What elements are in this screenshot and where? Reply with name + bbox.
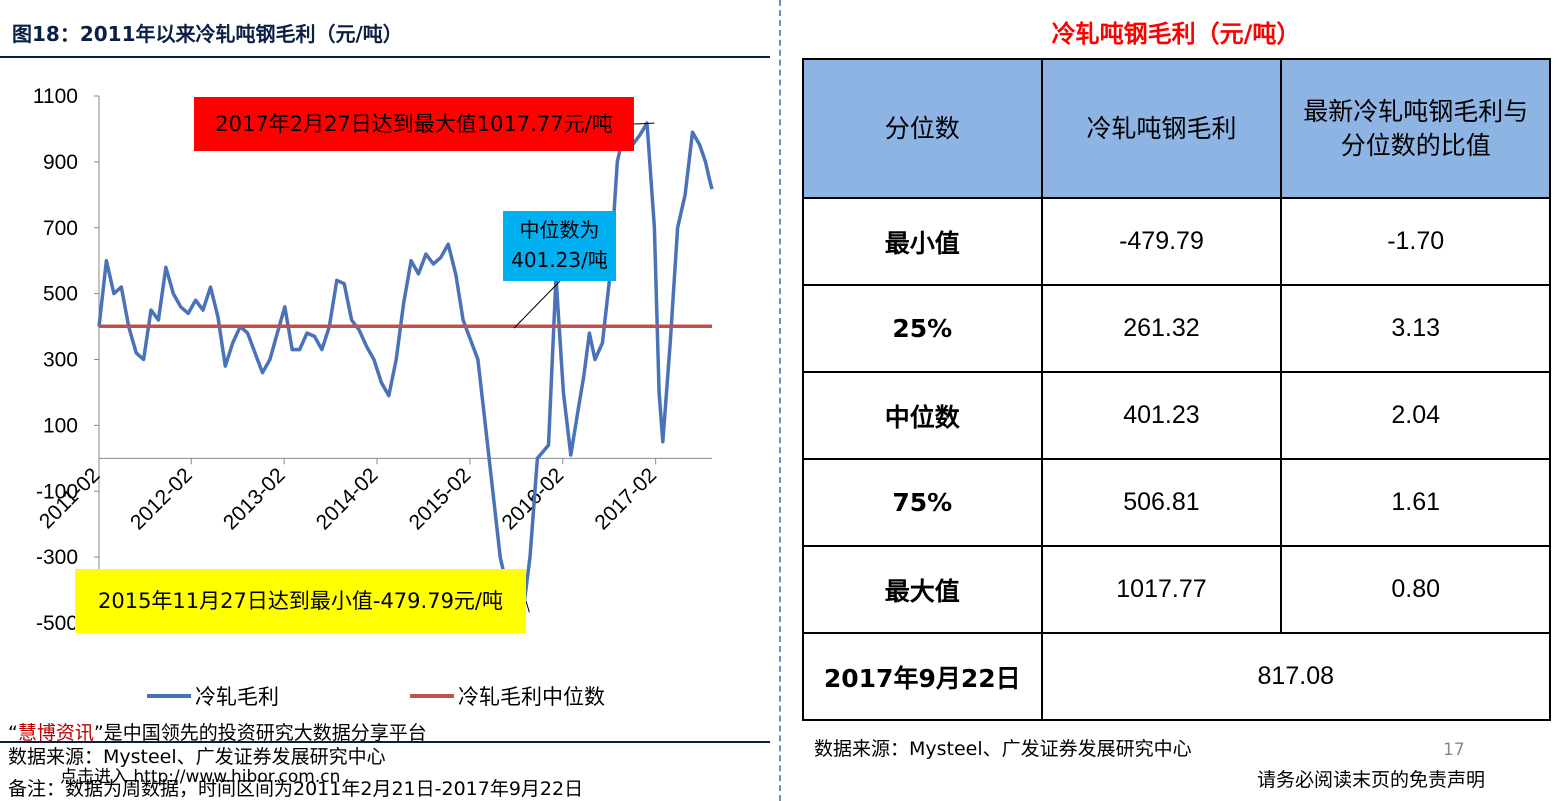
row-ratio: 3.13 xyxy=(1280,284,1551,373)
row-value: 1017.77 xyxy=(1040,545,1283,634)
max-callout: 2017年2月27日达到最大值1017.77元/吨 xyxy=(194,97,634,151)
table-source-note: 数据来源：Mysteel、广发证券发展研究中心 xyxy=(814,738,1192,760)
y-tick-label: -500 xyxy=(36,612,78,635)
promo-open-quote: “ xyxy=(8,722,18,744)
watermark-link[interactable]: 点击进入 http://www.hibor.com.cn xyxy=(60,767,341,787)
x-tick-label: 2017-02 xyxy=(590,464,661,535)
table-row: 75% 506.81 1.61 xyxy=(802,458,1551,547)
table-last-row: 2017年9月22日 817.08 xyxy=(802,632,1552,721)
row-value: 261.32 xyxy=(1040,284,1283,373)
legend-item-series1: 冷轧毛利 xyxy=(147,681,279,711)
header-margin: 冷轧吨钢毛利 xyxy=(1040,58,1283,199)
y-tick-label: 300 xyxy=(43,349,78,372)
y-tick-label: -100 xyxy=(36,480,78,503)
row-label: 最小值 xyxy=(802,197,1043,286)
min-callout: 2015年11月27日达到最小值-479.79元/吨 xyxy=(75,569,526,633)
table-header-row: 分位数 冷轧吨钢毛利 最新冷轧吨钢毛利与分位数的比值 xyxy=(802,58,1551,199)
table-row: 最小值 -479.79 -1.70 xyxy=(802,197,1551,286)
header-quantile: 分位数 xyxy=(802,58,1043,199)
row-ratio: 1.61 xyxy=(1280,458,1551,547)
table-row: 25% 261.32 3.13 xyxy=(802,284,1551,373)
last-row-value: 817.08 xyxy=(1040,632,1552,721)
y-tick-label: 1100 xyxy=(33,85,78,108)
page-divider xyxy=(779,0,781,801)
median-callout: 中位数为401.23/吨 xyxy=(503,211,616,281)
page-number: 17 xyxy=(1443,740,1465,760)
y-tick-label: 100 xyxy=(43,414,78,437)
legend-swatch-series1 xyxy=(147,694,191,698)
table-row: 最大值 1017.77 0.80 xyxy=(802,545,1551,634)
disclaimer-link[interactable]: 请务必阅读末页的免责声明 xyxy=(1257,769,1486,791)
row-value: 506.81 xyxy=(1040,458,1283,547)
row-value: -479.79 xyxy=(1040,197,1283,286)
row-label: 中位数 xyxy=(802,371,1043,460)
row-value: 401.23 xyxy=(1040,371,1283,460)
row-ratio: 0.80 xyxy=(1280,545,1551,634)
series-line-cold-rolled-margin xyxy=(97,121,714,619)
x-tick-label: 2014-02 xyxy=(312,464,383,535)
table-row: 中位数 401.23 2.04 xyxy=(802,371,1551,460)
callout-leaders xyxy=(513,122,655,613)
chart-plot xyxy=(97,121,714,619)
row-label: 75% xyxy=(802,458,1043,547)
x-tick-label: 2013-02 xyxy=(219,464,290,535)
median-leader-line xyxy=(513,280,561,329)
last-row-date: 2017年9月22日 xyxy=(802,632,1043,721)
figure-title: 图18：2011年以来冷轧吨钢毛利（元/吨） xyxy=(12,22,403,46)
bottom-rule xyxy=(0,741,770,743)
header-ratio: 最新冷轧吨钢毛利与分位数的比值 xyxy=(1280,58,1551,199)
title-rule xyxy=(0,56,770,58)
remark-note: 备注：数据为周数据，时间区间为2011年2月21日-2017年9月22日 xyxy=(8,778,584,800)
row-ratio: -1.70 xyxy=(1280,197,1551,286)
promo-text: ”是中国领先的投资研究大数据分享平台 xyxy=(93,722,427,744)
y-tick-label: 900 xyxy=(43,151,78,174)
y-tick-label: 700 xyxy=(43,217,78,240)
row-label: 最大值 xyxy=(802,545,1043,634)
max-leader-line xyxy=(633,122,655,125)
x-tick-label: 2012-02 xyxy=(126,464,197,535)
percentile-table: 分位数 冷轧吨钢毛利 最新冷轧吨钢毛利与分位数的比值 最小值 -479.79 -… xyxy=(802,58,1552,721)
promo-brand-link[interactable]: 慧博资讯 xyxy=(17,722,94,744)
min-leader-line xyxy=(525,600,530,613)
legend-label-series2: 冷轧毛利中位数 xyxy=(458,685,605,709)
legend-label-series1: 冷轧毛利 xyxy=(195,685,279,709)
y-tick-label: -300 xyxy=(36,546,78,569)
table-title: 冷轧吨钢毛利（元/吨） xyxy=(1051,20,1301,48)
x-tick-label: 2015-02 xyxy=(405,464,476,535)
row-label: 25% xyxy=(802,284,1043,373)
chart-axes xyxy=(98,96,712,623)
source-note: 数据来源：Mysteel、广发证券发展研究中心 xyxy=(8,746,386,768)
y-tick-label: 500 xyxy=(43,283,78,306)
legend-item-series2: 冷轧毛利中位数 xyxy=(410,681,605,711)
row-ratio: 2.04 xyxy=(1280,371,1551,460)
promo-line: “慧博资讯”是中国领先的投资研究大数据分享平台 xyxy=(8,718,427,745)
legend-swatch-series2 xyxy=(410,694,454,698)
